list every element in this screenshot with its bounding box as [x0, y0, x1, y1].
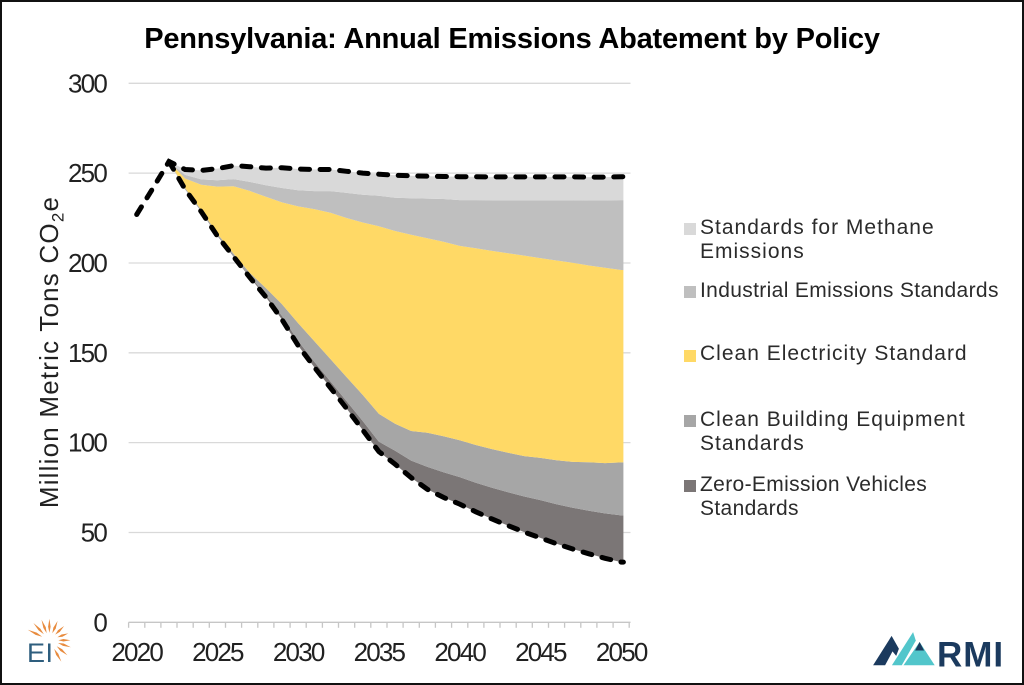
- svg-text:2045: 2045: [515, 637, 567, 667]
- svg-text:2035: 2035: [354, 637, 406, 667]
- svg-text:200: 200: [68, 248, 107, 278]
- svg-text:50: 50: [81, 518, 108, 548]
- svg-text:RMI: RMI: [937, 636, 1004, 675]
- svg-text:2030: 2030: [273, 637, 325, 667]
- svg-text:0: 0: [93, 607, 107, 637]
- svg-text:250: 250: [68, 158, 107, 188]
- svg-text:2040: 2040: [434, 637, 486, 667]
- svg-text:EI: EI: [27, 638, 54, 668]
- svg-text:300: 300: [68, 68, 107, 98]
- svg-text:2050: 2050: [596, 637, 648, 667]
- svg-text:2025: 2025: [192, 637, 244, 667]
- svg-text:Million Metric Tons CO2e: Million Metric Tons CO2e: [34, 196, 68, 508]
- svg-text:100: 100: [68, 428, 107, 458]
- svg-text:2020: 2020: [111, 637, 163, 667]
- svg-text:150: 150: [68, 338, 107, 368]
